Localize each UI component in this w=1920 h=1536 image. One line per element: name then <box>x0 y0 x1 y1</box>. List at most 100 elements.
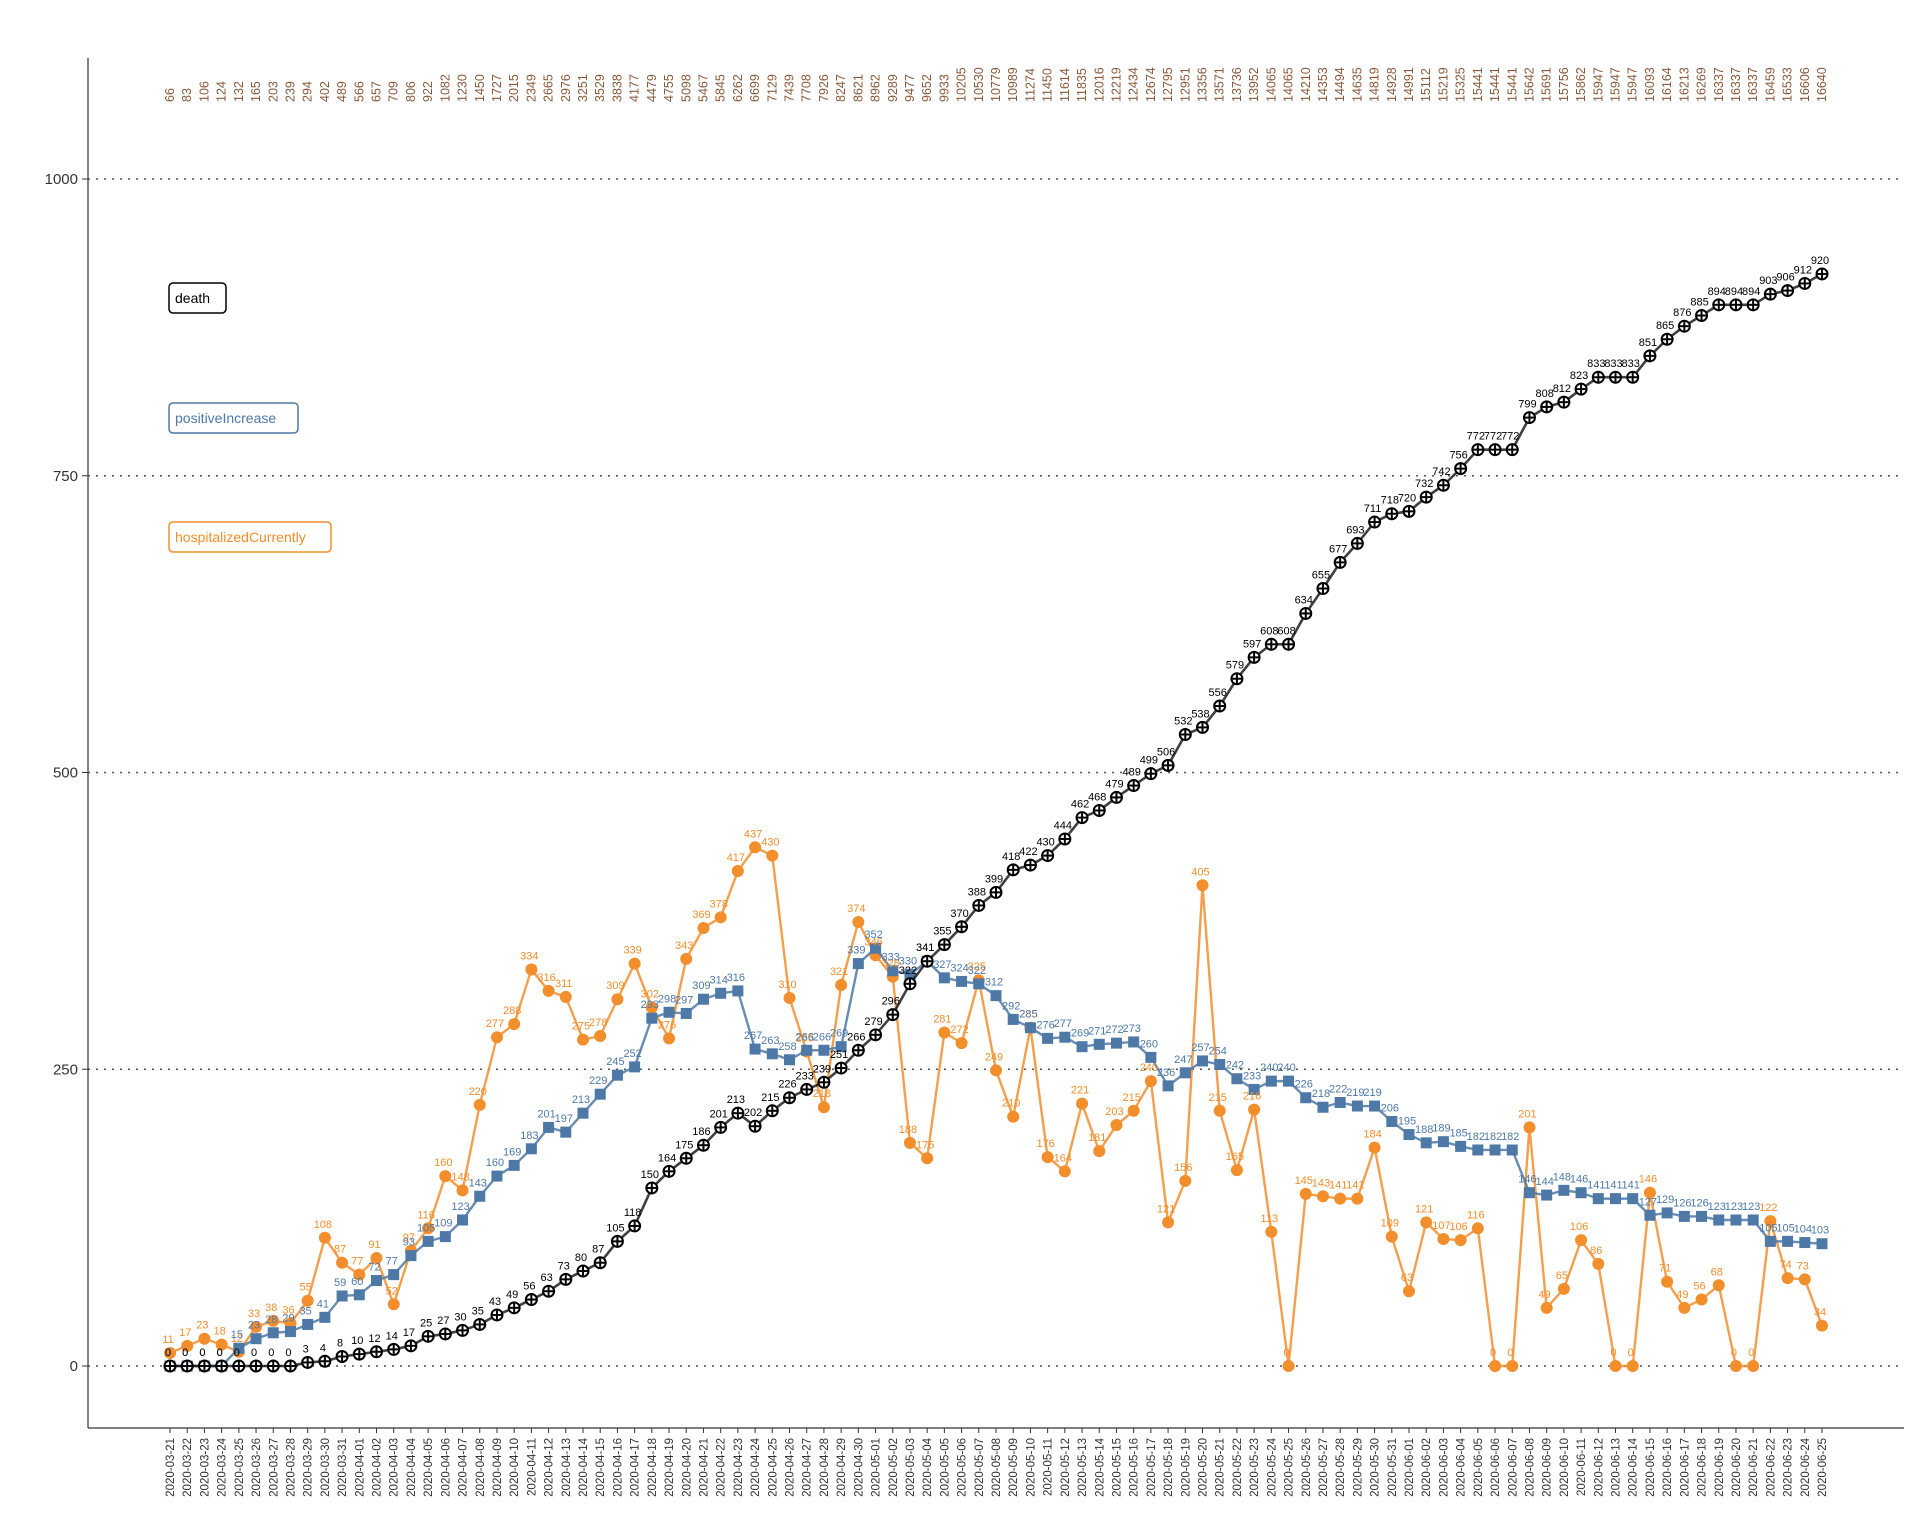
hospitalizedCurrently-point <box>1420 1216 1433 1229</box>
positiveIncrease-point <box>904 968 916 980</box>
top-total-label: 4479 <box>645 74 659 102</box>
top-total-label: 83 <box>180 88 194 102</box>
positiveIncrease-data-label: 15 <box>231 1329 243 1341</box>
positiveIncrease-point <box>1730 1214 1742 1226</box>
top-total-label: 9289 <box>886 74 900 102</box>
top-total-label: 1727 <box>490 74 504 102</box>
death-point <box>197 1359 211 1373</box>
top-total-label: 922 <box>421 81 435 102</box>
death-data-label: 499 <box>1140 755 1158 767</box>
x-tick-label: 2020-06-23 <box>1783 1438 1795 1497</box>
death-point <box>1677 319 1691 333</box>
hospitalizedCurrently-data-label: 310 <box>778 979 796 991</box>
positiveIncrease-point <box>319 1311 331 1323</box>
legend-box <box>168 282 227 314</box>
x-tick-label: 2020-06-10 <box>1559 1438 1571 1497</box>
positiveIncrease-data-label: 123 <box>451 1201 469 1213</box>
positiveIncrease-point <box>388 1269 400 1281</box>
x-tick-label: 2020-06-03 <box>1438 1438 1450 1497</box>
death-data-label: 4 <box>320 1342 326 1354</box>
death-point <box>438 1327 452 1341</box>
positiveIncrease-data-label: 127 <box>1639 1196 1657 1208</box>
hospitalizedCurrently-point <box>1334 1192 1347 1205</box>
x-tick-label: 2020-04-09 <box>492 1438 504 1497</box>
hospitalizedCurrently-data-label: 65 <box>1556 1270 1568 1282</box>
positiveIncrease-point <box>1437 1136 1449 1148</box>
hospitalizedCurrently-point <box>594 1030 607 1043</box>
label-layer: 66 83 106 124 132 165 203 239 294 402 489 566 657 709… <box>162 67 1829 1359</box>
top-total-label: 15947 <box>1609 67 1623 102</box>
positiveIncrease-point <box>956 975 968 987</box>
hospitalizedCurrently-data-label: 405 <box>1191 866 1209 878</box>
positiveIncrease-data-label: 206 <box>1381 1102 1399 1114</box>
hospitalizedCurrently-point <box>663 1032 676 1045</box>
hospitalizedCurrently-data-label: 275 <box>572 1021 590 1033</box>
death-point <box>576 1264 590 1278</box>
positiveIncrease-data-label: 298 <box>658 993 676 1005</box>
hospitalizedCurrently-point <box>783 992 796 1005</box>
top-total-label: 16213 <box>1677 67 1691 102</box>
death-point <box>1505 443 1519 457</box>
death-data-label: 538 <box>1191 708 1209 720</box>
positiveIncrease-data-label: 257 <box>1191 1042 1209 1054</box>
positiveIncrease-point <box>784 1054 795 1066</box>
death-point <box>559 1272 573 1286</box>
x-tick-label: 2020-03-24 <box>217 1437 229 1496</box>
hospitalizedCurrently-data-label: 201 <box>1518 1108 1536 1120</box>
death-point <box>318 1354 332 1368</box>
hospitalizedCurrently-data-label: 188 <box>899 1124 917 1136</box>
death-data-label: 903 <box>1759 275 1777 287</box>
death-data-label: 87 <box>592 1244 604 1256</box>
positiveIncrease-data-label: 324 <box>950 962 968 974</box>
death-data-label: 720 <box>1398 492 1416 504</box>
hospitalizedCurrently-data-label: 113 <box>1261 1213 1279 1225</box>
top-total-label: 11274 <box>1023 68 1037 102</box>
top-total-label: 3838 <box>610 74 624 102</box>
x-tick-label: 2020-05-24 <box>1266 1437 1278 1496</box>
x-tick-label: 2020-06-17 <box>1679 1438 1691 1497</box>
death-point <box>593 1256 607 1270</box>
death-point <box>1798 276 1812 290</box>
top-total-label: 8247 <box>834 74 848 102</box>
death-point <box>662 1164 676 1178</box>
positiveIncrease-point <box>1128 1036 1140 1048</box>
top-total-label: 11835 <box>1075 68 1089 102</box>
x-tick-label: 2020-05-31 <box>1387 1438 1399 1497</box>
death-data-label: 418 <box>1002 851 1020 863</box>
positiveIncrease-point <box>543 1121 555 1133</box>
positiveIncrease-data-label: 148 <box>1553 1171 1571 1183</box>
top-total-label: 106 <box>197 81 211 102</box>
hospitalizedCurrently-point <box>1110 1119 1123 1132</box>
death-point <box>1591 370 1605 384</box>
hospitalizedCurrently-data-label: 77 <box>351 1256 363 1268</box>
death-point <box>989 885 1003 899</box>
positiveIncrease-point <box>629 1061 641 1073</box>
positiveIncrease-point <box>887 965 899 977</box>
legend-item-death: death <box>168 282 227 314</box>
death-point <box>920 954 934 968</box>
death-point <box>886 1008 900 1022</box>
x-tick-label: 2020-04-23 <box>733 1438 745 1497</box>
death-data-label: 422 <box>1019 846 1037 858</box>
positiveIncrease-point <box>439 1231 451 1243</box>
positiveIncrease-point <box>1179 1067 1191 1079</box>
death-point <box>1075 811 1089 825</box>
positiveIncrease-point <box>1747 1214 1759 1226</box>
death-point <box>1006 863 1020 877</box>
x-tick-label: 2020-06-06 <box>1490 1438 1502 1497</box>
x-tick-label: 2020-06-18 <box>1697 1438 1709 1497</box>
top-total-label: 10779 <box>989 67 1003 102</box>
x-tick-label: 2020-06-21 <box>1748 1438 1760 1497</box>
x-tick-label: 2020-06-19 <box>1714 1438 1726 1497</box>
death-data-label: 25 <box>420 1317 432 1329</box>
positiveIncrease-point <box>990 990 1002 1002</box>
hospitalizedCurrently-data-label: 106 <box>1570 1221 1588 1233</box>
x-tick-label: 2020-04-24 <box>750 1437 762 1496</box>
death-data-label: 0 <box>182 1347 188 1359</box>
hospitalizedCurrently-point <box>1798 1273 1811 1286</box>
death-point <box>1041 849 1055 863</box>
x-tick-label: 2020-06-25 <box>1817 1438 1829 1497</box>
death-data-label: 49 <box>506 1289 518 1301</box>
death-data-label: 479 <box>1105 778 1123 790</box>
top-total-label: 14210 <box>1299 67 1313 102</box>
